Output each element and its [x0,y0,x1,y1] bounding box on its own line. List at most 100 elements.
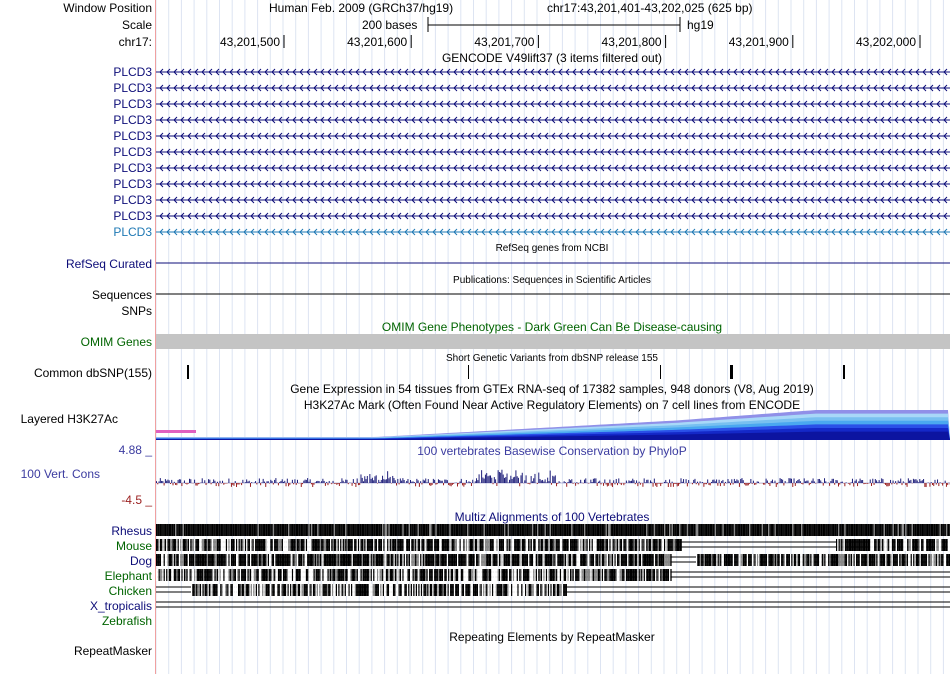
multiz-base [578,539,579,551]
track-label-publications[interactable]: Sequences [92,288,152,302]
gencode-transcript[interactable] [156,213,950,219]
dbsnp-variant[interactable] [468,365,469,379]
multiz-species-row[interactable] [156,584,950,596]
multiz-species-row[interactable] [156,554,950,566]
multiz-species-label[interactable]: Rhesus [111,524,152,538]
h3k27ac-signal[interactable] [156,410,950,440]
multiz-base [557,584,558,596]
dbsnp-variant[interactable] [843,365,845,379]
phylop-bar [518,478,519,483]
phylop-bar [665,480,666,483]
multiz-species-row[interactable] [156,539,950,551]
gencode-item-label[interactable]: PLCD3 [113,97,152,111]
tracks-panel[interactable]: Human Feb. 2009 (GRCh37/hg19) chr17:43,2… [156,0,950,674]
multiz-base [425,524,426,536]
gencode-item-label[interactable]: PLCD3 [113,145,152,159]
multiz-base [277,524,278,536]
multiz-species-label[interactable]: Chicken [109,584,152,598]
gencode-item-label[interactable]: PLCD3 [113,113,152,127]
phylop-bar [678,483,679,486]
multiz-base [940,524,941,536]
gencode-item-label[interactable]: PLCD3 [113,193,152,207]
multiz-species-label[interactable]: Mouse [116,539,152,553]
multiz-base [167,524,168,536]
gencode-item-label[interactable]: PLCD3 [113,65,152,79]
gencode-transcript[interactable] [156,85,950,91]
multiz-base [461,524,462,536]
multiz-base [334,539,335,551]
gencode-transcript[interactable] [156,69,950,75]
phylop-signal[interactable] [156,470,950,487]
multiz-base [453,584,454,596]
multiz-base [252,584,253,596]
gencode-item-label[interactable]: PLCD3 [113,177,152,191]
track-label-omim[interactable]: OMIM Genes [81,335,152,349]
gencode-transcript[interactable] [156,229,950,235]
track-label-snps[interactable]: SNPs [121,304,152,318]
phylop-bar [472,480,473,483]
multiz-base [369,524,370,536]
multiz-base [164,524,165,536]
gencode-track[interactable] [156,69,950,235]
gencode-transcript[interactable] [156,197,950,203]
multiz-species-row[interactable] [156,569,950,581]
multiz-species-label[interactable]: Elephant [105,569,152,583]
track-label-refseq[interactable]: RefSeq Curated [66,257,152,271]
multiz-base [273,569,274,581]
gencode-transcript[interactable] [156,165,950,171]
gencode-item-label[interactable]: PLCD3 [113,129,152,143]
phylop-bar [594,478,595,483]
tracks-canvas[interactable]: Human Feb. 2009 (GRCh37/hg19) chr17:43,2… [156,0,950,674]
multiz-base [205,584,206,596]
gencode-transcript[interactable] [156,133,950,139]
phylop-bar [273,483,274,485]
track-label-dbsnp[interactable]: Common dbSNP(155) [34,366,152,380]
multiz-species-label[interactable]: Zebrafish [102,614,152,628]
multiz-base [677,524,678,536]
omim-bar[interactable] [156,334,950,349]
multiz-base [297,554,298,566]
multiz-base [244,539,245,551]
gencode-item-label[interactable]: PLCD3 [113,161,152,175]
track-label-h3k27ac[interactable]: Layered H3K27Ac [21,412,118,426]
multiz-base [637,524,638,536]
multiz-alignments[interactable] [156,524,950,607]
multiz-species-row[interactable] [156,602,950,607]
multiz-base [167,539,168,551]
multiz-base [225,554,226,566]
multiz-base [240,539,241,551]
gencode-item-label[interactable]: PLCD3 [113,225,152,239]
gencode-transcript[interactable] [156,149,950,155]
track-label-phylop[interactable]: 100 Vert. Cons [21,467,100,481]
multiz-base [860,554,861,566]
multiz-base [760,554,761,566]
dbsnp-variant[interactable] [730,365,733,379]
multiz-base [260,569,261,581]
multiz-base [348,569,349,581]
gencode-item-label[interactable]: PLCD3 [113,81,152,95]
multiz-base [300,584,301,596]
multiz-base [260,584,261,596]
dbsnp-variants[interactable] [187,365,845,379]
multiz-base [588,554,589,566]
multiz-base [317,539,318,551]
multiz-base [540,569,541,581]
multiz-base [888,554,889,566]
multiz-base [197,569,198,581]
dbsnp-variant[interactable] [187,365,189,379]
multiz-base [178,554,179,566]
gencode-item-label[interactable]: PLCD3 [113,209,152,223]
multiz-base [416,539,417,551]
gencode-transcript[interactable] [156,117,950,123]
dbsnp-variant[interactable] [660,365,661,379]
multiz-species-row[interactable] [156,524,950,536]
gencode-transcript[interactable] [156,181,950,187]
track-label-repeatmasker[interactable]: RepeatMasker [74,644,152,658]
multiz-species-label[interactable]: Dog [130,554,152,568]
multiz-base [344,554,345,566]
multiz-base [555,554,556,566]
multiz-base [598,569,599,581]
multiz-species-label[interactable]: X_tropicalis [90,599,152,613]
gencode-transcript[interactable] [156,101,950,107]
multiz-base [792,524,793,536]
